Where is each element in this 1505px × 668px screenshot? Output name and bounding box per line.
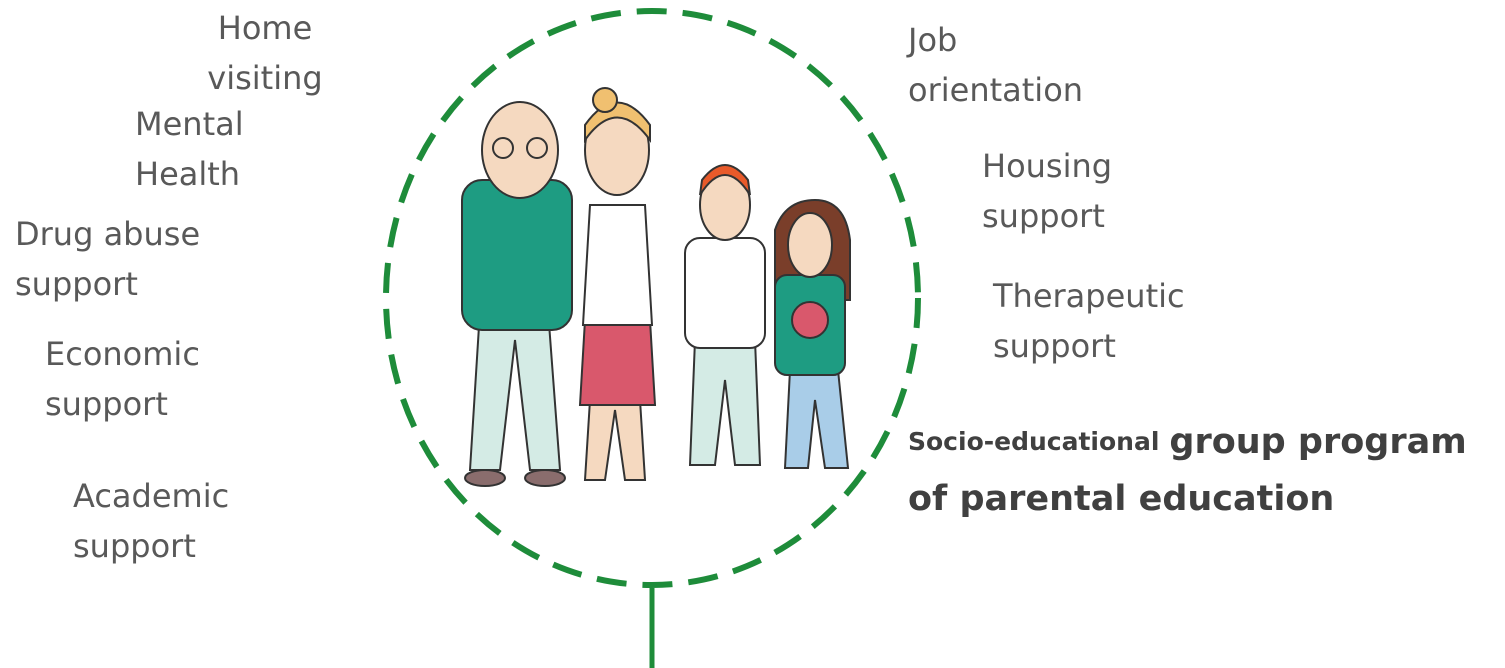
highlight-main: group program (1169, 422, 1466, 462)
diagram: Home visiting Mental Health Drug abuse suppor… (0, 0, 1505, 668)
highlight-text: Socio-educational group program (908, 422, 1467, 462)
highlight-second-line: of parental education (908, 479, 1334, 519)
service-label: Health (135, 155, 240, 193)
family-illustration (462, 88, 850, 486)
service-label: Housing (982, 147, 1112, 185)
service-label: Drug abuse (15, 215, 200, 253)
service-label: support (73, 527, 196, 565)
service-label: Mental (135, 105, 244, 143)
service-label: Economic (45, 335, 200, 373)
service-label: Job (906, 21, 957, 59)
service-label: support (45, 385, 168, 423)
service-label: Academic (73, 477, 229, 515)
service-label: orientation (908, 71, 1083, 109)
service-label: support (15, 265, 138, 303)
service-label: Home (218, 9, 313, 47)
service-label: visiting (207, 59, 322, 97)
highlight-prefix: Socio-educational (908, 427, 1159, 456)
service-label: support (982, 197, 1105, 235)
service-label: support (993, 327, 1116, 365)
service-label: Therapeutic (992, 277, 1185, 315)
